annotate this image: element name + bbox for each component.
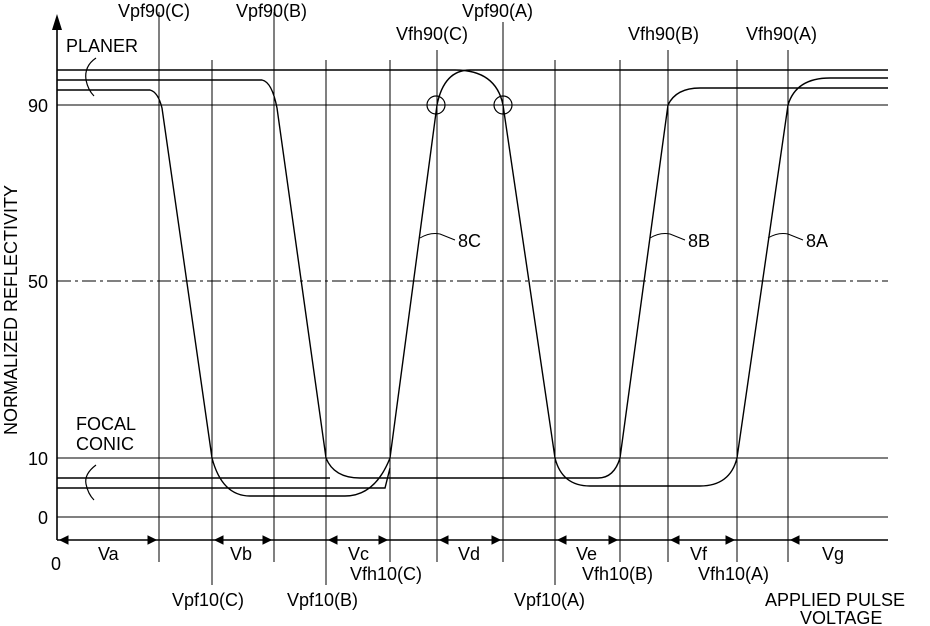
curve-8c (57, 70, 888, 496)
voltage-markers (159, 12, 788, 585)
label-vpf90c: Vpf90(C) (118, 1, 190, 21)
label-vpf10a: Vpf10(A) (514, 590, 585, 610)
range-vg (791, 536, 886, 544)
tick-label-0: 0 (38, 508, 48, 528)
range-label-va: Va (98, 544, 120, 564)
range-vd (440, 536, 500, 544)
x-axis-label-line2: VOLTAGE (800, 608, 882, 626)
focal-brace-icon (86, 465, 96, 500)
range-vc (329, 536, 387, 544)
label-vpf10b: Vpf10(B) (287, 590, 358, 610)
range-label-vd: Vd (458, 544, 480, 564)
tick-label-50: 50 (28, 272, 48, 292)
range-va (60, 536, 156, 544)
range-vb (215, 536, 271, 544)
range-label-vg: Vg (822, 544, 844, 564)
range-label-vf: Vf (690, 544, 708, 564)
y-axis-label: NORMALIZED REFLECTIVITY (1, 185, 21, 435)
y-axis-arrow (52, 14, 62, 30)
label-vpf10c: Vpf10(C) (172, 590, 244, 610)
planer-label: PLANER (66, 36, 138, 56)
tick-label-90: 90 (28, 96, 48, 116)
curve-label-8b: 8B (688, 231, 710, 251)
label-vfh10a: Vfh10(A) (698, 564, 769, 584)
tick-label-10: 10 (28, 449, 48, 469)
range-ve (558, 536, 617, 544)
range-label-vb: Vb (230, 544, 252, 564)
curve-8a (57, 70, 888, 486)
curve-label-8c: 8C (458, 231, 481, 251)
x-axis-label-line1: APPLIED PULSE (765, 590, 905, 610)
focal-label-line1: FOCAL (76, 414, 136, 434)
label-vpf90b: Vpf90(B) (236, 1, 307, 21)
range-vf (671, 536, 734, 544)
curve-label-8a: 8A (806, 231, 828, 251)
focal-label-line2: CONIC (76, 434, 134, 454)
range-label-vc: Vc (348, 544, 369, 564)
label-vfh90a: Vfh90(A) (746, 24, 817, 44)
leader-8a (768, 234, 803, 241)
label-vfh90c: Vfh90(C) (396, 24, 468, 44)
label-vfh10b: Vfh10(B) (582, 564, 653, 584)
label-vfh10c: Vfh10(C) (350, 564, 422, 584)
origin-label: 0 (51, 554, 61, 574)
label-vfh90b: Vfh90(B) (628, 24, 699, 44)
range-label-ve: Ve (576, 544, 597, 564)
label-vpf90a: Vpf90(A) (462, 1, 533, 21)
